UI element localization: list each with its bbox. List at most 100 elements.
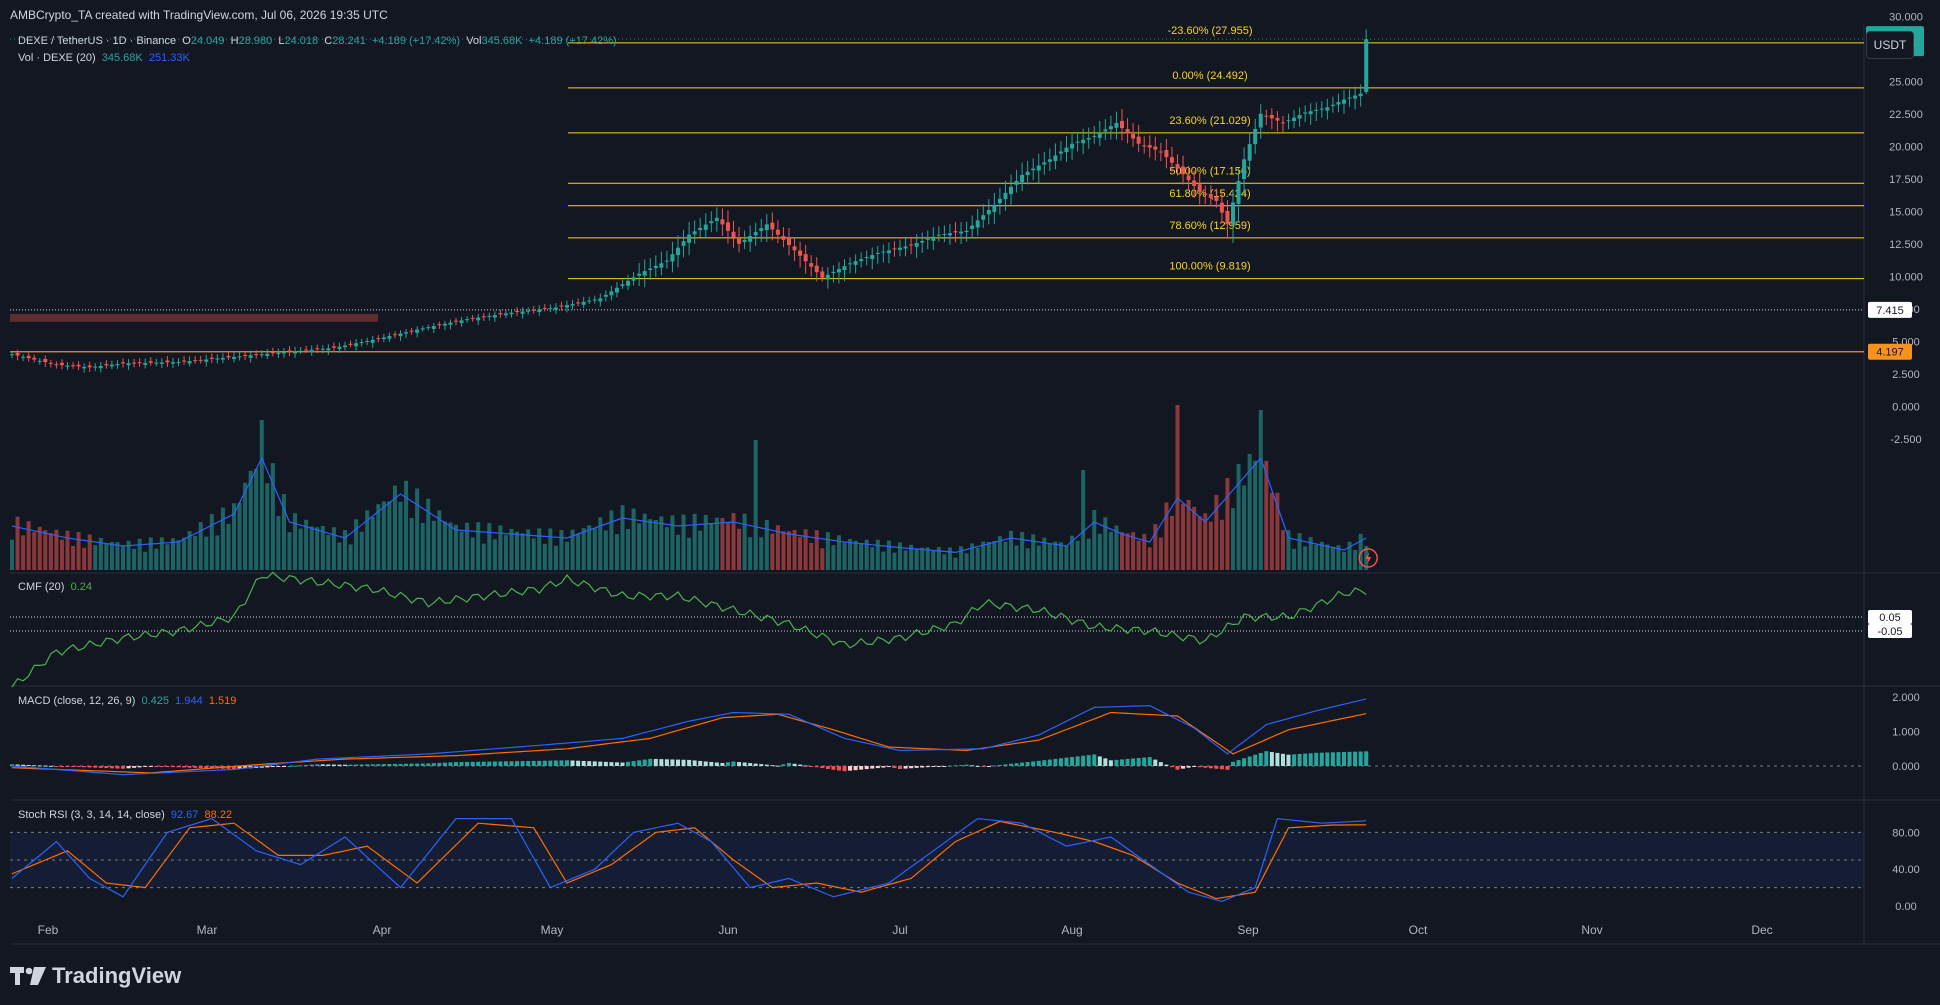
candle-body	[498, 313, 503, 315]
macd-histogram-bar	[1325, 752, 1330, 766]
macd-histogram-bar	[1042, 760, 1047, 766]
stochrsi-legend[interactable]: Stoch RSI (3, 3, 14, 14, close) 92.67 88…	[18, 809, 232, 821]
macd-histogram-bar	[1219, 766, 1224, 770]
macd-histogram-bar	[648, 758, 653, 766]
lightning-icon	[1358, 548, 1378, 568]
candle-body	[1314, 109, 1319, 111]
macd-histogram-bar	[981, 766, 986, 767]
volume-bar	[642, 513, 647, 570]
macd-histogram-bar	[759, 764, 764, 766]
candle-body	[104, 364, 109, 366]
candle-body	[925, 238, 930, 240]
macd-histogram-bar	[687, 759, 692, 766]
macd-histogram-bar	[526, 760, 531, 766]
volume-bar	[920, 547, 925, 570]
volume-bar	[1047, 543, 1052, 570]
volume-bar	[1242, 485, 1247, 570]
candle-body	[576, 302, 581, 304]
volume-legend-name: Vol · DEXE (20)	[18, 52, 96, 64]
macd-histogram-bar	[592, 761, 597, 766]
macd-histogram-bar	[1131, 758, 1136, 766]
candle-body	[304, 349, 309, 351]
macd-histogram-bar	[476, 761, 481, 766]
volume-bar	[1064, 546, 1069, 570]
candle-body	[248, 355, 253, 358]
macd-histogram-bar	[1192, 766, 1197, 767]
volume-bar	[698, 530, 703, 570]
candles	[10, 29, 1369, 373]
fib-level-label: 23.60% (21.029)	[1169, 115, 1250, 127]
macd-histogram-bar	[614, 762, 619, 766]
candle-body	[392, 334, 397, 336]
macd-histogram-bar	[43, 765, 48, 767]
macd-histogram-bar	[770, 765, 775, 767]
candle-body	[714, 217, 719, 222]
candle-body	[1097, 132, 1102, 138]
volume-legend[interactable]: Vol · DEXE (20) 345.68K 251.33K	[18, 52, 190, 64]
volume-bar	[753, 440, 758, 570]
candle-body	[198, 359, 203, 361]
open-value: 24.049	[190, 35, 225, 47]
macd-histogram-bar	[1197, 766, 1202, 768]
macd-legend[interactable]: MACD (close, 12, 26, 9) 0.425 1.944 1.51…	[18, 695, 236, 707]
macd-histogram-bar	[287, 766, 292, 767]
price-tick-label: 25.000	[1889, 76, 1923, 88]
macd-histogram-bar	[920, 766, 925, 768]
candle-body	[970, 225, 975, 230]
macd-histogram-bar	[32, 765, 37, 767]
symbol-title[interactable]: DEXE / TetherUS · 1D · Binance	[18, 35, 177, 47]
macd-histogram-bar	[376, 764, 381, 766]
candle-body	[442, 323, 447, 326]
macd-histogram-bar	[354, 764, 359, 766]
candle-body	[1325, 107, 1330, 111]
macd-histogram-bar	[1280, 753, 1285, 766]
macd-histogram-bar	[204, 766, 209, 769]
macd-histogram-bar	[337, 764, 342, 766]
volume-bar	[1269, 492, 1274, 570]
macd-histogram-bar	[442, 762, 447, 766]
candle-body	[598, 298, 603, 302]
candle-body	[964, 230, 969, 233]
volume-bar	[548, 528, 553, 570]
macd-histogram-bar	[581, 760, 586, 766]
volume-bar	[442, 521, 447, 570]
candle-body	[692, 231, 697, 235]
volume-bar	[37, 526, 42, 570]
volume-bar	[465, 522, 470, 570]
volume-bar	[254, 468, 259, 570]
macd-histogram-bar	[787, 762, 791, 766]
macd-histogram-bar	[925, 766, 930, 768]
cmf-level-label: 0.05	[1879, 612, 1900, 624]
macd-histogram-bar	[54, 766, 59, 767]
currency-button[interactable]: USDT	[1866, 31, 1914, 59]
candle-body	[992, 204, 997, 212]
macd-histogram-bar	[182, 766, 187, 768]
candle-body	[481, 316, 486, 318]
volume-bar	[1286, 530, 1291, 570]
macd-histogram-bar	[553, 760, 558, 766]
candle-body	[1003, 192, 1008, 200]
tradingview-logo[interactable]: TradingView	[10, 963, 181, 989]
x-tick-label-mar: Mar	[197, 923, 218, 937]
macd-histogram-bar	[792, 763, 797, 766]
macd-histogram-bar	[1058, 758, 1063, 766]
volume-bar	[620, 505, 625, 570]
macd-histogram-bar	[798, 764, 803, 766]
volume-bar	[276, 516, 281, 570]
volume-bar	[1253, 460, 1258, 570]
macd-histogram-bar	[653, 758, 658, 766]
volume-bar	[259, 420, 264, 570]
candle-body	[503, 313, 508, 316]
macd-histogram-bar	[731, 761, 736, 766]
volume-bar	[587, 525, 592, 570]
volume-ma-value: 251.33K	[148, 52, 190, 64]
volume-bar	[109, 541, 114, 570]
macd-histogram-bar	[886, 766, 891, 768]
macd-histogram-bar	[703, 761, 708, 766]
macd-histogram-bar	[637, 760, 642, 766]
volume-bar	[54, 529, 59, 570]
cmf-legend[interactable]: CMF (20) 0.24	[18, 581, 92, 593]
macd-histogram-bar	[1086, 755, 1091, 766]
candle-body	[1197, 184, 1202, 192]
